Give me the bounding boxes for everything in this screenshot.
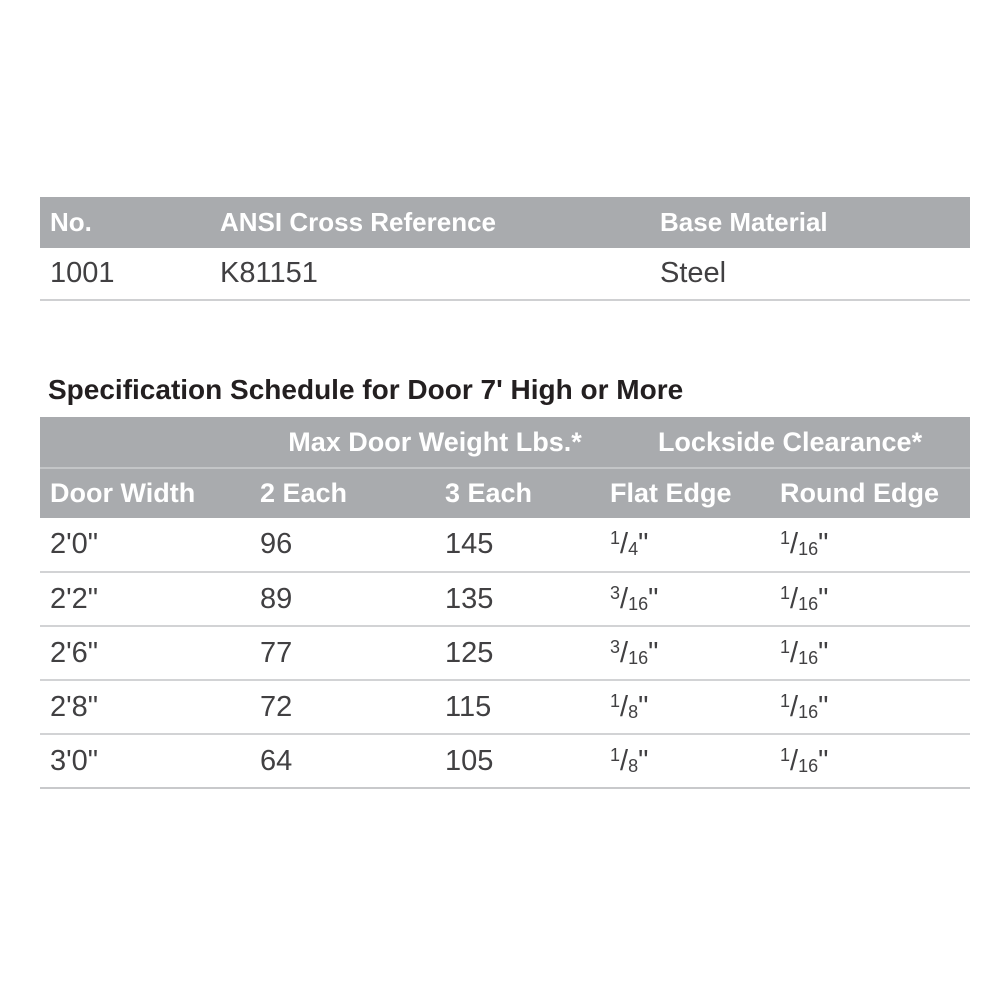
fraction-denominator: 8 [628, 701, 639, 722]
spec-table-row: 2'6" 77 125 3/16" 1/16" [40, 626, 971, 681]
spec-schedule-section: Max Door Weight Lbs.* Lockside Clearance… [40, 417, 971, 789]
spec-table-row: 3'0" 64 105 1/8" 1/16" [40, 734, 971, 789]
column-header-3-each: 3 Each [445, 468, 610, 518]
fraction-numerator: 1 [780, 582, 791, 603]
fraction-slash: / [790, 744, 799, 777]
column-header-ansi-cross-reference: ANSI Cross Reference [220, 197, 660, 248]
fraction-slash: / [620, 636, 629, 669]
fraction-numerator: 1 [780, 744, 791, 765]
inch-mark: " [818, 744, 829, 777]
base-material-value: Steel [660, 248, 970, 301]
door-width-value: 2'8" [40, 680, 260, 735]
fraction-denominator: 16 [798, 539, 819, 559]
inch-mark: " [638, 528, 649, 560]
column-header-flat-edge: Flat Edge [610, 468, 780, 518]
fraction-denominator: 16 [798, 755, 819, 776]
group-header-lockside-clearance: Lockside Clearance* [610, 417, 971, 469]
fraction-numerator: 1 [780, 636, 791, 657]
round-edge-value: 1/16" [780, 572, 971, 627]
spec-table-row: 2'0" 96 145 1/4" 1/16" [40, 518, 971, 573]
fraction-denominator: 16 [798, 701, 819, 722]
inch-mark: " [638, 690, 649, 723]
three-each-value: 125 [445, 626, 610, 681]
fraction-slash: / [620, 528, 629, 560]
spec-table-row: 2'8" 72 115 1/8" 1/16" [40, 680, 971, 735]
product-table-header-row: No. ANSI Cross Reference Base Material [40, 197, 970, 248]
fraction-slash: / [620, 744, 629, 777]
fraction-numerator: 1 [780, 690, 791, 711]
spec-group-header-row: Max Door Weight Lbs.* Lockside Clearance… [40, 417, 971, 469]
fraction-denominator: 16 [628, 593, 649, 614]
group-header-empty [40, 417, 260, 469]
two-each-value: 64 [260, 734, 445, 789]
fraction-numerator: 1 [610, 690, 621, 711]
three-each-value: 115 [445, 680, 610, 735]
spec-schedule-table: Max Door Weight Lbs.* Lockside Clearance… [40, 417, 971, 789]
fraction-slash: / [620, 690, 629, 723]
product-table-row: 1001 K81151 Steel [40, 248, 970, 301]
three-each-value: 105 [445, 734, 610, 789]
two-each-value: 72 [260, 680, 445, 735]
door-width-value: 2'0" [40, 518, 260, 573]
inch-mark: " [648, 582, 659, 615]
inch-mark: " [818, 582, 829, 615]
group-header-max-door-weight: Max Door Weight Lbs.* [260, 417, 610, 469]
round-edge-value: 1/16" [780, 734, 971, 789]
spec-schedule-title: Specification Schedule for Door 7' High … [48, 374, 684, 405]
flat-edge-value: 1/8" [610, 734, 780, 789]
round-edge-value: 1/16" [780, 626, 971, 681]
inch-mark: " [818, 528, 829, 560]
fraction-denominator: 4 [628, 539, 639, 559]
door-width-value: 2'6" [40, 626, 260, 681]
spec-table-row: 2'2" 89 135 3/16" 1/16" [40, 572, 971, 627]
ansi-cross-reference-value: K81151 [220, 248, 660, 301]
fraction-numerator: 1 [610, 528, 621, 548]
product-no-value: 1001 [40, 248, 220, 301]
fraction-numerator: 1 [610, 744, 621, 765]
three-each-value: 135 [445, 572, 610, 627]
round-edge-value: 1/16" [780, 518, 971, 573]
fraction-slash: / [790, 636, 799, 669]
fraction-slash: / [790, 582, 799, 615]
inch-mark: " [818, 690, 829, 723]
fraction-slash: / [620, 582, 629, 615]
flat-edge-value: 1/4" [610, 518, 780, 573]
door-width-value: 3'0" [40, 734, 260, 789]
fraction-numerator: 3 [610, 582, 621, 603]
round-edge-value: 1/16" [780, 680, 971, 735]
column-header-door-width: Door Width [40, 468, 260, 518]
inch-mark: " [638, 744, 649, 777]
fraction-slash: / [790, 690, 799, 723]
inch-mark: " [818, 636, 829, 669]
three-each-value: 145 [445, 518, 610, 573]
column-header-2-each: 2 Each [260, 468, 445, 518]
flat-edge-value: 1/8" [610, 680, 780, 735]
fraction-denominator: 8 [628, 755, 639, 776]
fraction-numerator: 1 [780, 528, 791, 548]
inch-mark: " [648, 636, 659, 669]
two-each-value: 89 [260, 572, 445, 627]
fraction-denominator: 16 [798, 593, 819, 614]
column-header-no: No. [40, 197, 220, 248]
product-table: No. ANSI Cross Reference Base Material 1… [40, 197, 970, 301]
two-each-value: 77 [260, 626, 445, 681]
flat-edge-value: 3/16" [610, 572, 780, 627]
flat-edge-value: 3/16" [610, 626, 780, 681]
door-width-value: 2'2" [40, 572, 260, 627]
two-each-value: 96 [260, 518, 445, 573]
fraction-denominator: 16 [798, 647, 819, 668]
product-table-section: No. ANSI Cross Reference Base Material 1… [40, 197, 970, 301]
column-header-round-edge: Round Edge [780, 468, 971, 518]
column-header-base-material: Base Material [660, 197, 970, 248]
fraction-denominator: 16 [628, 647, 649, 668]
fraction-slash: / [790, 528, 799, 560]
spec-column-header-row: Door Width 2 Each 3 Each Flat Edge Round… [40, 468, 971, 518]
fraction-numerator: 3 [610, 636, 621, 657]
